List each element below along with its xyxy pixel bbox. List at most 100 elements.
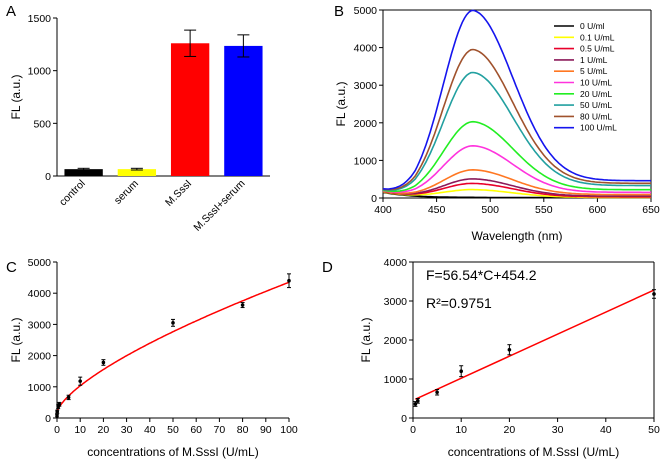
panel-d-y-tick-label: 2000 [384, 335, 408, 347]
panel-letter-a: A [6, 3, 16, 20]
panel-d-data-point [507, 347, 512, 352]
panel-b-legend-label: 5 U/mL [580, 66, 608, 76]
panel-a-y-tick-label: 0 [45, 171, 51, 183]
panel-b-series-line [382, 9, 651, 190]
panel-b-x-tick-label: 500 [481, 204, 499, 216]
panel-b-x-tick-label: 400 [374, 204, 392, 216]
panel-b-x-tick-label: 600 [589, 204, 607, 216]
panel-a-category-label: control [57, 178, 88, 209]
panel-d-linear-fit-chart: 0 1000 2000 3000 4000 0 10 20 30 40 50 F=56.54*C+45… [359, 257, 660, 459]
panel-a-category-label: M.SssI [163, 178, 194, 209]
panel-c-data-point [78, 379, 82, 383]
panel-c-data-point [55, 414, 59, 418]
panel-d-data-point [652, 292, 656, 296]
panel-c-data-point [55, 409, 60, 414]
panel-d-x-tick-label: 0 [410, 424, 416, 436]
panel-c-calibration-chart: 0 1000 2000 3000 4000 5000 0 10 20 30 40 50 60 70 80 90… [9, 257, 298, 459]
panel-d-x-tick-label: 50 [648, 424, 660, 436]
panel-d-x-tick-label: 10 [455, 424, 467, 436]
panel-c-y-axis-label: FL (a.u.) [9, 318, 23, 363]
panel-letter-b: B [334, 3, 344, 20]
panel-c-data-point [57, 402, 62, 407]
panel-a-bar [64, 169, 103, 176]
panel-b-legend-label: 50 U/mL [580, 100, 612, 110]
panel-b-spectra-chart: 0 1000 2000 3000 4000 5000 400 450 500 550 600 650 0… [334, 5, 660, 243]
panel-c-y-tick-label: 5000 [28, 257, 52, 269]
panel-b-series-line [382, 144, 651, 194]
panel-b-x-tick-label: 550 [535, 204, 553, 216]
panel-d-data-point [435, 390, 439, 395]
panel-a-bar [224, 45, 263, 177]
panel-d-data-point [459, 369, 464, 374]
panel-c-x-tick-label: 90 [260, 424, 272, 436]
panel-b-legend-label: 80 U/mL [580, 111, 612, 121]
panel-b-legend-label: 0 U/ml [580, 21, 605, 31]
panel-c-y-tick-label: 3000 [28, 319, 52, 331]
panel-b-y-tick-label: 0 [371, 193, 377, 205]
panel-d-x-tick-label: 40 [600, 424, 612, 436]
panel-a-bar [170, 43, 210, 176]
panel-c-data-point [171, 321, 175, 325]
panel-b-legend-label: 0.1 U/mL [580, 32, 615, 42]
panel-c-data-point [287, 278, 291, 283]
panel-a-bar [117, 169, 157, 176]
panel-d-y-tick-label: 0 [401, 413, 407, 425]
panel-b-legend-label: 20 U/mL [580, 89, 612, 99]
panel-b-y-tick-label: 2000 [354, 118, 378, 130]
panel-c-y-tick-label: 0 [45, 413, 51, 425]
panel-a-category-label: serum [112, 177, 141, 206]
panel-b-legend-label: 100 U/mL [580, 123, 617, 133]
panel-c-y-tick-label: 1000 [28, 382, 52, 394]
panel-d-x-tick-label: 30 [552, 424, 564, 436]
panel-c-x-tick-label: 50 [167, 424, 179, 436]
panel-b-legend-label: 0.5 U/mL [580, 44, 615, 54]
panel-b-y-tick-label: 3000 [354, 80, 378, 92]
panel-d-y-axis-label: FL (a.u.) [359, 318, 373, 363]
panel-c-x-tick-label: 70 [214, 424, 226, 436]
panel-b-y-tick-label: 1000 [354, 155, 378, 167]
panel-c-y-tick-label: 4000 [28, 288, 52, 300]
panel-b-y-tick-label: 5000 [354, 5, 378, 17]
panel-b-y-tick-label: 4000 [354, 43, 378, 55]
panel-d-y-tick-label: 3000 [384, 296, 408, 308]
panel-c-x-tick-label: 0 [54, 424, 60, 436]
panel-c-fit-curve [56, 281, 290, 413]
panel-d-y-tick-label: 4000 [384, 257, 408, 269]
panel-b-legend-label: 1 U/mL [580, 55, 608, 65]
panel-b-series-line [382, 71, 651, 191]
panel-a-y-tick-label: 500 [33, 118, 51, 130]
panel-b-x-axis-label: Wavelength (nm) [472, 229, 563, 243]
panel-b-series-line [382, 178, 651, 197]
panel-b-legend-label: 10 U/mL [580, 78, 612, 88]
panel-letter-d: D [322, 259, 333, 276]
panel-c-x-tick-label: 10 [74, 424, 86, 436]
panel-b-series-line [382, 120, 651, 193]
panel-a-y-axis-label: FL (a.u.) [9, 75, 23, 120]
panel-c-data-point [101, 360, 106, 365]
panel-a-y-tick-label: 1500 [28, 13, 52, 25]
panel-c-x-tick-label: 20 [98, 424, 110, 436]
panel-c-x-tick-label: 40 [144, 424, 156, 436]
panel-d-x-tick-label: 20 [504, 424, 516, 436]
panel-c-x-tick-label: 60 [190, 424, 202, 436]
panel-a-y-tick-label: 1000 [28, 66, 52, 78]
panel-d-fit-line [415, 289, 655, 400]
panel-d-equation-annotation: F=56.54*C+454.2 [426, 267, 537, 283]
panel-c-data-point [66, 395, 71, 400]
panel-b-x-tick-label: 450 [428, 204, 446, 216]
panel-letter-c: C [6, 259, 17, 276]
panel-d-x-axis-label: concentrations of M.SssI (U/mL) [448, 445, 619, 459]
panel-a-bar-chart: 0 500 1000 1500 control serum M.SssIM.SssI+ser… [9, 13, 270, 234]
panel-c-y-tick-label: 2000 [28, 351, 52, 363]
panel-b-y-axis-label: FL (a.u.) [334, 82, 348, 127]
panel-c-x-tick-label: 30 [121, 424, 133, 436]
panel-a-category-label: M.SssI+serum [191, 177, 247, 233]
panel-c-x-tick-label: 80 [237, 424, 249, 436]
panel-d-data-point [416, 399, 420, 403]
panel-d-r-squared-annotation: R²=0.9751 [426, 295, 492, 311]
panel-d-y-tick-label: 1000 [384, 374, 408, 386]
panel-c-data-point [240, 303, 245, 307]
panel-b-series-line [382, 168, 651, 196]
panel-c-x-axis-label: concentrations of M.SssI (U/mL) [87, 445, 258, 459]
